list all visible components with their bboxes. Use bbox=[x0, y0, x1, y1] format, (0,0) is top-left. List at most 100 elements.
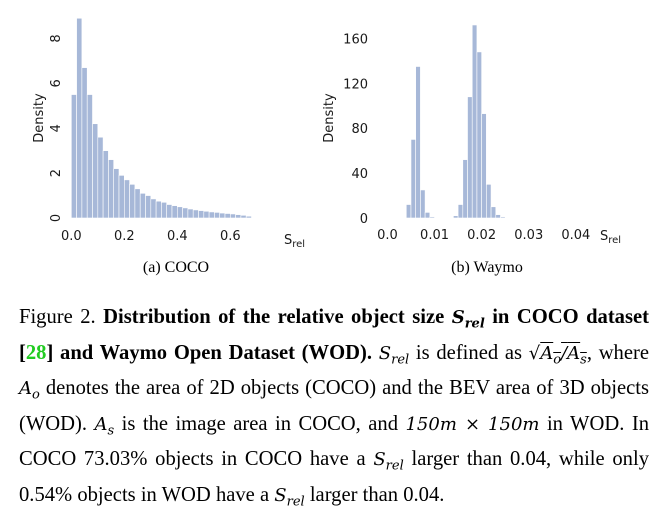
xlabel-waymo-sub: rel bbox=[608, 235, 621, 246]
caption-bold-mid: in COCO dataset [ bbox=[19, 306, 649, 364]
caption-as-main: A bbox=[94, 413, 108, 435]
x-tick-label: 0.4 bbox=[167, 229, 188, 244]
caption-ao-sub: o bbox=[32, 387, 40, 403]
xlabel-coco: Srel bbox=[284, 233, 305, 250]
x-tick-label: 0.2 bbox=[114, 229, 135, 244]
caption-bold: Distribution of the relative object size… bbox=[19, 306, 649, 364]
xlabel-waymo: Srel bbox=[600, 229, 621, 246]
histogram-bar bbox=[481, 113, 487, 219]
histogram-bar bbox=[224, 213, 231, 219]
histogram-bar bbox=[245, 215, 252, 219]
ylabel-coco: Density bbox=[32, 93, 47, 143]
histogram-bar bbox=[161, 201, 167, 219]
histogram-bar bbox=[166, 204, 173, 219]
caption-s-main: S bbox=[378, 342, 392, 364]
bars-coco bbox=[71, 17, 252, 219]
caption-t2: , where bbox=[586, 341, 649, 364]
histogram-bar bbox=[405, 204, 412, 219]
histogram-bar bbox=[97, 136, 104, 219]
caption-t1: is defined as bbox=[409, 341, 529, 364]
figure-svg: Density 0 2 4 6 8 0.0 0.2 0.4 0.6 Srel (a) COCO… bbox=[32, 17, 621, 276]
histogram-bar bbox=[118, 175, 125, 219]
histogram-bar bbox=[214, 212, 220, 219]
histogram-bar bbox=[476, 51, 482, 219]
caption-t3: denotes the area of 2D objects (COCO) an… bbox=[19, 377, 649, 435]
caption-ao: Ao bbox=[19, 378, 40, 403]
y-tick-label: 0 bbox=[49, 214, 64, 222]
caption-s2-main: S bbox=[373, 449, 386, 471]
histogram-bar bbox=[219, 212, 226, 219]
caption-bold-prefix: Distribution of the relative object size bbox=[103, 306, 452, 328]
histogram-bar bbox=[81, 67, 88, 219]
histogram-bar bbox=[230, 213, 236, 219]
histogram-bar bbox=[457, 204, 464, 219]
histogram-bar bbox=[129, 184, 136, 219]
caption-sqrt-b: A bbox=[567, 342, 581, 364]
histogram-bar bbox=[415, 66, 421, 219]
caption-ao-main: A bbox=[19, 378, 32, 400]
caption-t4: is the image area in COCO, and bbox=[114, 412, 406, 435]
histogram-bar bbox=[86, 94, 93, 219]
xticks-waymo: 0.0 0.01 0.02 0.03 0.04 bbox=[377, 228, 590, 243]
y-tick-label: 2 bbox=[49, 169, 64, 177]
subcaption-coco: (a) COCO bbox=[143, 259, 209, 276]
histogram-bar bbox=[134, 188, 141, 219]
panel-coco: Density 0 2 4 6 8 0.0 0.2 0.4 0.6 Srel (a) COCO bbox=[32, 17, 305, 276]
histogram-bar bbox=[155, 200, 162, 219]
caption-t7: larger than 0.04. bbox=[304, 483, 445, 506]
histogram-bar bbox=[177, 206, 183, 219]
caption-t6: larger than 0.04, while only 0.54% objec… bbox=[19, 448, 649, 506]
histogram-bar bbox=[420, 189, 426, 219]
x-tick-label: 0.6 bbox=[220, 229, 241, 244]
bars-waymo bbox=[405, 24, 506, 219]
caption-s-sub: rel bbox=[391, 352, 410, 368]
x-tick-label: 0.0 bbox=[61, 229, 82, 244]
histogram-bar bbox=[187, 208, 194, 219]
caption-t5: in WOD. In COCO 73.03% objects in COCO h… bbox=[19, 412, 649, 471]
histogram-bar bbox=[495, 214, 501, 219]
histogram-bar bbox=[486, 184, 492, 219]
caption-as-sub: s bbox=[107, 423, 115, 439]
xticks-coco: 0.0 0.2 0.4 0.6 bbox=[61, 229, 241, 244]
caption-area: 150m × 150m bbox=[405, 413, 540, 435]
histogram-bar bbox=[203, 210, 210, 219]
histogram-bar bbox=[92, 123, 99, 219]
histogram-bar bbox=[235, 214, 242, 219]
histogram-bar bbox=[192, 209, 199, 219]
histogram-bar bbox=[108, 159, 115, 219]
caption-bold-tail: ] and Waymo Open Dataset (WOD). bbox=[46, 341, 373, 364]
histogram-bar bbox=[208, 211, 215, 219]
histogram-bar bbox=[150, 198, 157, 219]
y-tick-label: 160 bbox=[343, 32, 368, 47]
caption-s2: Srel bbox=[373, 449, 403, 474]
caption-bold-s-sub: rel bbox=[464, 316, 485, 332]
citation-link[interactable]: 28 bbox=[25, 341, 47, 364]
histogram-bar bbox=[145, 195, 152, 219]
yticks-waymo: 0 40 80 120 160 bbox=[343, 32, 368, 227]
histogram-bar bbox=[467, 96, 473, 219]
yticks-coco: 0 2 4 6 8 bbox=[49, 34, 64, 222]
histogram-bar bbox=[429, 216, 435, 219]
histogram-bar bbox=[124, 179, 130, 219]
histogram-bar bbox=[462, 159, 468, 219]
caption-sqrt: √Ao/As bbox=[528, 342, 587, 368]
x-tick-label: 0.01 bbox=[420, 228, 449, 243]
histogram-bar bbox=[198, 210, 205, 219]
histogram-bar bbox=[182, 207, 189, 219]
y-tick-label: 120 bbox=[343, 77, 368, 92]
x-tick-label: 0.02 bbox=[467, 228, 496, 243]
histogram-bar bbox=[453, 215, 459, 219]
figure-label: Figure 2. bbox=[19, 306, 96, 328]
caption-as: As bbox=[94, 413, 115, 439]
histogram-bar bbox=[490, 206, 497, 219]
figure-caption: Figure 2. Distribution of the relative o… bbox=[19, 303, 649, 517]
caption-bold-s-main: S bbox=[451, 307, 465, 328]
caption-sqrt-a-sub: o bbox=[553, 352, 562, 368]
xlabel-coco-sub: rel bbox=[292, 239, 305, 250]
x-tick-label: 0.04 bbox=[561, 228, 590, 243]
histogram-bar bbox=[113, 168, 120, 219]
histogram-bar bbox=[76, 17, 83, 219]
y-tick-label: 40 bbox=[351, 167, 368, 182]
histogram-bar bbox=[500, 216, 506, 219]
caption-sqrt-slash: / bbox=[561, 342, 568, 364]
